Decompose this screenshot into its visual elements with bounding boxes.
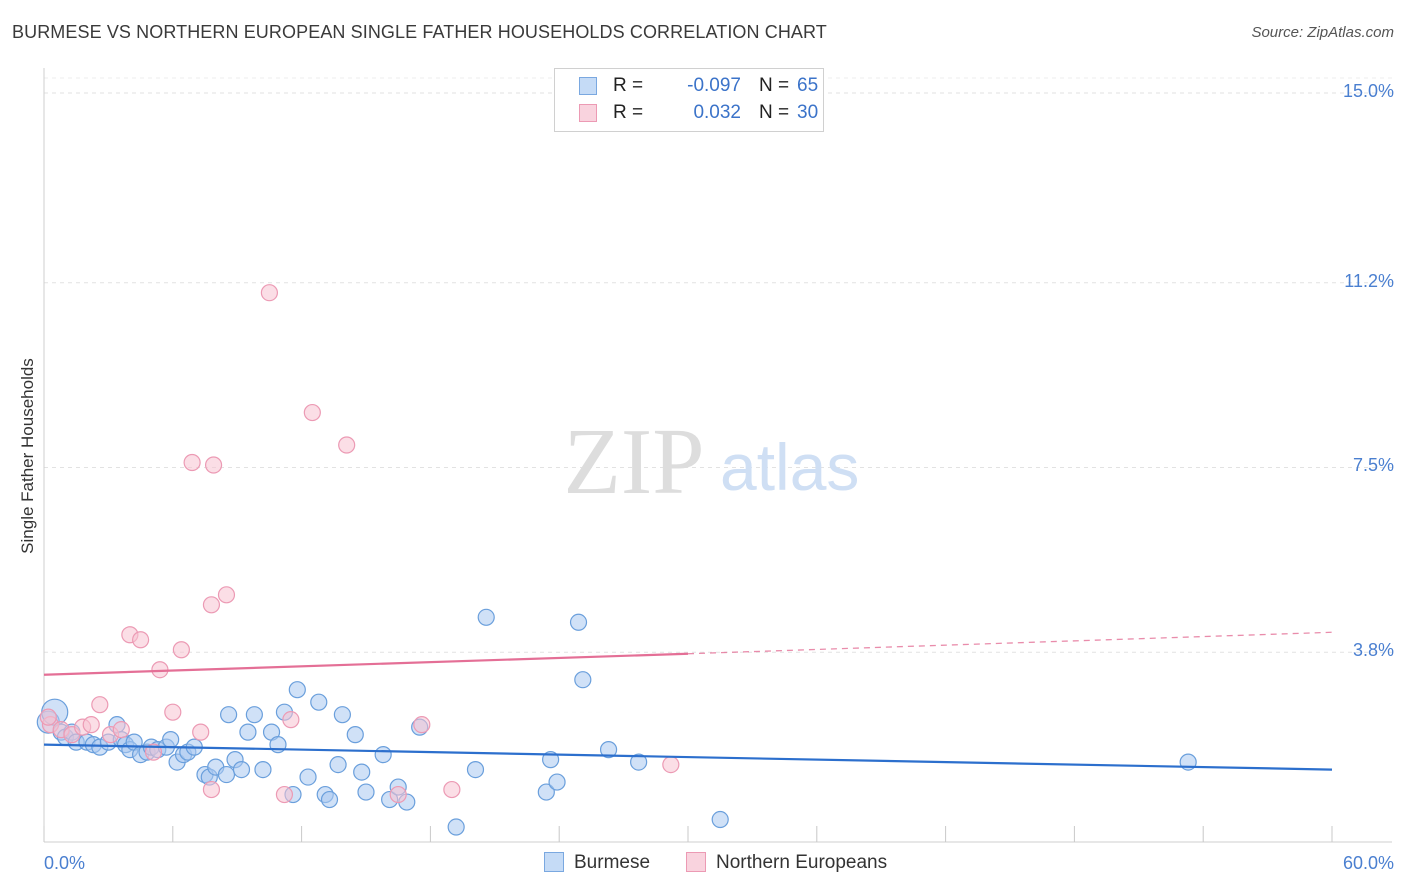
- northern-european-point: [260, 284, 278, 302]
- northern-european-trend-extension: [687, 631, 1333, 655]
- burmese-point: [346, 726, 364, 744]
- northern-european-point: [282, 711, 300, 729]
- burmese-point: [548, 773, 566, 791]
- northern-european-point: [389, 785, 407, 804]
- burmese-point: [447, 818, 465, 836]
- n-label: N =: [759, 75, 790, 96]
- y-tick-label: 15.0%: [1342, 80, 1394, 101]
- legend-item-northern-europeans[interactable]: Northern Europeans: [686, 852, 887, 874]
- northern-european-point: [82, 716, 100, 734]
- northern-european-point: [303, 403, 321, 422]
- northern-european-point: [443, 780, 461, 799]
- northern-european-point: [202, 780, 221, 799]
- burmese-point: [220, 706, 238, 724]
- burmese-point: [299, 768, 317, 786]
- burmese-point: [353, 763, 371, 781]
- northern-european-point: [204, 456, 223, 474]
- northern-european-point: [413, 716, 431, 734]
- northern-european-point: [662, 755, 680, 774]
- burmese-point: [162, 731, 180, 749]
- burmese-trend-line: [43, 743, 1333, 771]
- burmese-point: [357, 783, 375, 801]
- burmese-point: [537, 783, 555, 801]
- northern-european-point: [338, 436, 356, 454]
- n-value: 65: [797, 75, 819, 96]
- northern-european-point: [217, 586, 236, 604]
- n-value: 30: [797, 102, 819, 123]
- burmese-point: [466, 760, 485, 779]
- r-label: R =: [613, 102, 644, 123]
- data-points: [36, 284, 1197, 836]
- r-label: R =: [613, 75, 644, 96]
- n-label: N =: [759, 102, 790, 123]
- watermark-atlas: atlas: [720, 430, 859, 504]
- burmese-point: [288, 681, 306, 699]
- northern-europeans-swatch: [686, 852, 706, 872]
- legend-label-burmese: Burmese: [574, 852, 651, 873]
- burmese-point: [569, 613, 588, 631]
- burmese-point: [374, 746, 392, 764]
- northern-european-point: [183, 453, 201, 472]
- burmese-swatch: [544, 852, 564, 872]
- gridlines: [44, 77, 1392, 653]
- y-tick-label: 11.2%: [1344, 270, 1394, 291]
- burmese-point: [310, 693, 328, 711]
- burmese-point: [217, 765, 236, 784]
- burmese-swatch: [579, 77, 597, 95]
- burmese-point: [599, 741, 618, 759]
- northern-european-point: [202, 596, 221, 614]
- legend-label-northern-europeans: Northern Europeans: [716, 852, 888, 873]
- burmese-point: [232, 760, 251, 779]
- chart-title: BURMESE VS NORTHERN EUROPEAN SINGLE FATH…: [12, 22, 827, 42]
- burmese-point: [254, 760, 272, 779]
- burmese-point: [245, 706, 263, 724]
- burmese-point: [239, 723, 257, 741]
- northern-european-point: [91, 696, 109, 714]
- chart-source: Source: ZipAtlas.com: [1251, 24, 1394, 41]
- burmese-point: [630, 753, 648, 771]
- y-tick-label: 7.5%: [1352, 455, 1394, 476]
- burmese-point: [320, 790, 339, 809]
- northern-european-point: [172, 641, 190, 659]
- burmese-point: [711, 810, 729, 829]
- northern-european-point: [192, 723, 210, 741]
- northern-european-point: [132, 631, 150, 649]
- x-tick-label-min: 0.0%: [44, 853, 86, 873]
- northern-europeans-swatch: [579, 104, 597, 122]
- trend-lines: [43, 631, 1333, 771]
- burmese-point: [477, 608, 495, 626]
- correlation-legend: R = -0.097 N = 65 R = 0.032 N = 30: [554, 68, 824, 132]
- watermark-zip: ZIP: [564, 410, 705, 514]
- r-value: -0.097: [687, 75, 741, 96]
- northern-european-point: [164, 703, 182, 721]
- burmese-point: [329, 755, 347, 774]
- burmese-point: [333, 706, 351, 724]
- burmese-point: [574, 671, 592, 689]
- legend-item-burmese[interactable]: Burmese: [544, 852, 650, 874]
- y-tick-label: 3.8%: [1352, 640, 1394, 661]
- x-tick-label-max: 60.0%: [1342, 853, 1394, 873]
- northern-european-point: [144, 743, 163, 761]
- r-value: 0.032: [693, 102, 741, 123]
- northern-european-trend-line: [43, 652, 689, 676]
- northern-european-point: [112, 721, 130, 739]
- northern-european-point: [39, 708, 57, 726]
- northern-european-point: [275, 785, 294, 804]
